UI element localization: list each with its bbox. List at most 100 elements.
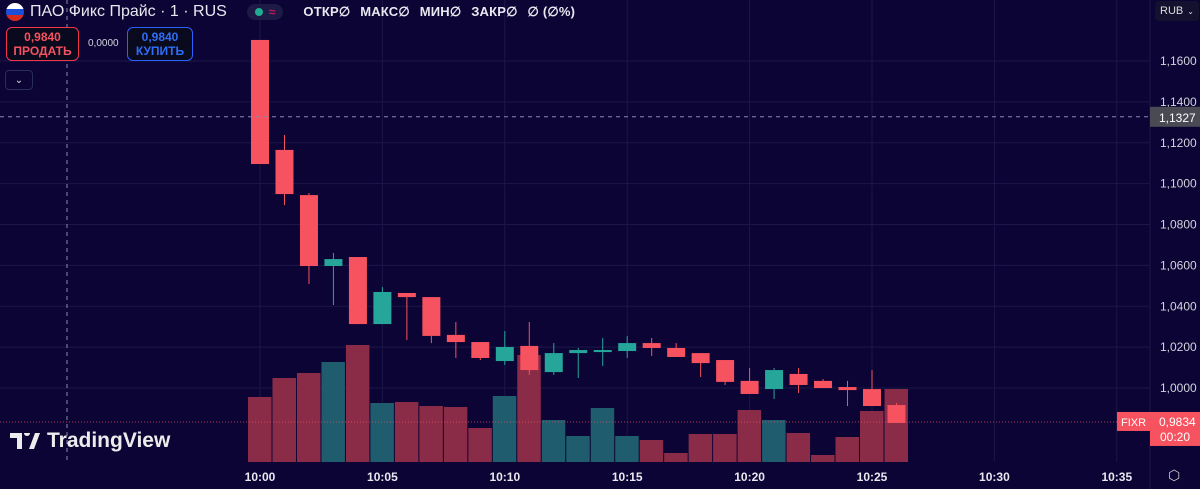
candle-body bbox=[691, 353, 710, 364]
volume-bar bbox=[296, 373, 321, 462]
volume-bar bbox=[321, 362, 345, 462]
ohlc-close: ЗАКР∅ bbox=[471, 4, 518, 19]
volume-bar bbox=[443, 407, 468, 462]
candle-body bbox=[299, 195, 318, 267]
volume-bar bbox=[517, 355, 541, 462]
x-tick-label: 10:20 bbox=[734, 470, 765, 484]
symbol-tag bbox=[1117, 411, 1150, 431]
y-tick-label: 1,1600 bbox=[1160, 54, 1197, 68]
spread-value: 0,0000 bbox=[88, 38, 119, 49]
chart-header: ПАО Фикс Прайс · 1 · RUS ≈ ОТКР∅ МАКС∅ М… bbox=[6, 3, 581, 21]
volume-bar bbox=[394, 402, 419, 462]
candle-body bbox=[495, 346, 514, 362]
x-tick-label: 10:05 bbox=[367, 470, 398, 484]
currency-label: RUB bbox=[1160, 5, 1184, 17]
candle-body bbox=[618, 343, 637, 352]
candle-body bbox=[324, 259, 343, 267]
y-tick-label: 1,0200 bbox=[1160, 340, 1197, 354]
settings-icon[interactable]: ⬡ bbox=[1168, 467, 1181, 483]
collapse-legend-button[interactable]: ⌄ bbox=[5, 70, 33, 90]
volume-bar bbox=[345, 345, 370, 462]
candle-body bbox=[814, 380, 833, 389]
countdown-label: 00:20 bbox=[1160, 430, 1190, 444]
buy-button[interactable]: 0,9840 КУПИТЬ bbox=[127, 27, 193, 61]
candle-body bbox=[667, 347, 686, 357]
volume-bar bbox=[835, 437, 860, 462]
approx-icon: ≈ bbox=[268, 5, 276, 19]
candle-body bbox=[544, 353, 563, 373]
volume-bar bbox=[713, 434, 737, 462]
x-tick-label: 10:30 bbox=[979, 470, 1010, 484]
y-tick-label: 1,1200 bbox=[1160, 136, 1197, 150]
last-price-label: 0,9834 bbox=[1159, 415, 1196, 429]
volume-bar bbox=[664, 453, 688, 462]
candle-body bbox=[716, 360, 735, 382]
sell-label: ПРОДАТЬ bbox=[13, 44, 72, 58]
last-price-tag bbox=[1150, 411, 1200, 446]
volume-bar bbox=[762, 420, 786, 462]
y-tick-label: 1,0400 bbox=[1160, 299, 1197, 313]
candle-body bbox=[642, 343, 661, 348]
currency-selector[interactable]: RUB ⌄ bbox=[1155, 1, 1199, 21]
candle-body bbox=[373, 291, 392, 325]
candle-body bbox=[863, 389, 881, 407]
x-tick-label: 10:15 bbox=[612, 470, 643, 484]
buy-label: КУПИТЬ bbox=[135, 44, 185, 58]
ohlc-open: ОТКР∅ bbox=[303, 4, 351, 19]
x-tick-label: 10:10 bbox=[489, 470, 520, 484]
chevron-down-icon: ⌄ bbox=[1187, 6, 1194, 16]
ohlc-change: ∅ (∅%) bbox=[527, 4, 576, 19]
y-tick-label: 1,1400 bbox=[1160, 95, 1197, 109]
candle-body bbox=[789, 373, 808, 385]
crosshair-price-tag bbox=[1150, 106, 1200, 127]
x-tick-label: 10:00 bbox=[245, 470, 276, 484]
ohlc-low: МИН∅ bbox=[419, 4, 462, 19]
volume-bar bbox=[590, 408, 615, 462]
symbol-title[interactable]: ПАО Фикс Прайс · 1 · RUS bbox=[30, 3, 227, 20]
candle-body bbox=[569, 350, 588, 354]
candle-body bbox=[251, 39, 269, 165]
crosshair-price-label: 1,1327 bbox=[1159, 111, 1196, 125]
market-status-pill[interactable]: ≈ bbox=[246, 4, 284, 20]
buy-price: 0,9840 bbox=[141, 30, 179, 44]
tradingview-logo[interactable]: TradingView bbox=[10, 429, 170, 453]
y-tick-label: 1,1000 bbox=[1160, 177, 1197, 191]
volume-bar bbox=[639, 440, 664, 462]
candle-body bbox=[471, 342, 490, 358]
candle-body bbox=[397, 292, 416, 298]
volume-bar bbox=[860, 411, 884, 462]
volume-bar bbox=[541, 420, 566, 462]
symbol-tag-label: FIXR bbox=[1121, 417, 1146, 429]
candle-body bbox=[422, 297, 441, 336]
russia-flag-icon bbox=[6, 3, 24, 21]
x-tick-label: 10:35 bbox=[1101, 470, 1132, 484]
sell-button[interactable]: 0,9840 ПРОДАТЬ bbox=[6, 27, 79, 61]
y-tick-label: 1,0800 bbox=[1160, 218, 1197, 232]
x-tick-label: 10:25 bbox=[857, 470, 888, 484]
candle-body bbox=[765, 370, 784, 390]
volume-bar bbox=[737, 410, 762, 462]
ohlc-high: МАКС∅ bbox=[360, 4, 410, 19]
y-tick-label: 1,0000 bbox=[1160, 381, 1197, 395]
ohlc-legend: ОТКР∅ МАКС∅ МИН∅ ЗАКР∅ ∅ (∅%) bbox=[303, 4, 581, 20]
market-open-icon bbox=[254, 8, 263, 16]
y-tick-label: 1,0600 bbox=[1160, 258, 1197, 272]
volume-bar bbox=[468, 428, 492, 462]
candle-body bbox=[838, 387, 857, 391]
volume-bar bbox=[566, 436, 590, 462]
volume-bar bbox=[884, 389, 908, 462]
volume-bar bbox=[688, 434, 713, 462]
logo-text: TradingView bbox=[47, 429, 171, 452]
candle-body bbox=[348, 257, 367, 325]
sell-price: 0,9840 bbox=[24, 30, 61, 44]
volume-bar bbox=[370, 403, 394, 462]
volume-bar bbox=[272, 378, 296, 462]
volume-bar bbox=[248, 397, 272, 462]
volume-bar bbox=[492, 396, 517, 462]
volume-bar bbox=[419, 406, 443, 462]
volume-bar bbox=[786, 433, 811, 462]
tradingview-logo-icon bbox=[10, 433, 40, 449]
volume-bar bbox=[811, 455, 835, 462]
candle-body bbox=[740, 380, 759, 394]
